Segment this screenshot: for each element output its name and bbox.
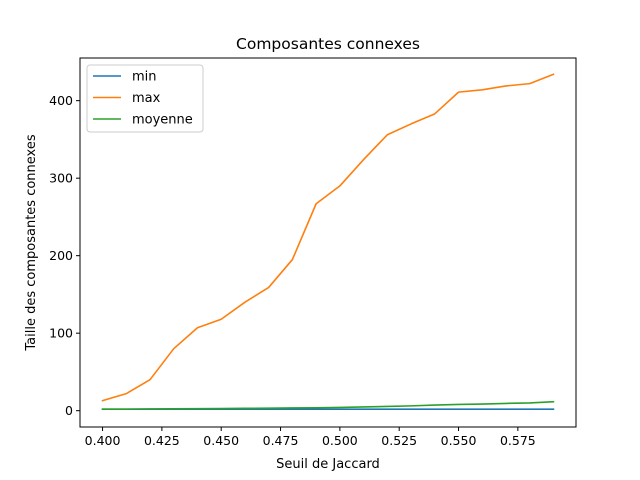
x-tick-label: 0.500 (322, 433, 358, 448)
x-tick-label: 0.450 (203, 433, 239, 448)
y-tick-label: 0 (65, 403, 73, 418)
legend-label-max: max (132, 91, 161, 106)
legend-label-min: min (132, 70, 157, 85)
y-tick-label: 400 (49, 93, 73, 108)
x-axis-label: Seuil de Jaccard (276, 457, 380, 472)
legend-label-moyenne: moyenne (132, 113, 193, 128)
x-tick-label: 0.575 (500, 433, 536, 448)
legend: min max moyenne (86, 64, 204, 133)
y-tick-label: 100 (49, 326, 73, 341)
y-axis-label: Taille des composantes connexes (24, 134, 39, 351)
y-tick-label: 200 (49, 248, 73, 263)
x-tick-label: 0.525 (381, 433, 417, 448)
x-tick-label: 0.475 (263, 433, 299, 448)
x-axis: 0.400 0.425 0.450 0.475 0.500 0.525 0.550 0.575 (85, 427, 536, 448)
legend-box (86, 64, 204, 133)
x-tick-label: 0.400 (85, 433, 121, 448)
y-axis: 0 100 200 300 400 (49, 93, 80, 418)
series-layer (101, 73, 555, 410)
chart-title: Composantes connexes (236, 35, 420, 53)
x-tick-label: 0.550 (441, 433, 477, 448)
plot-frame (79, 57, 577, 428)
y-tick-label: 300 (49, 171, 73, 186)
series-line-moyenne (101, 400, 555, 410)
series-line-max (101, 73, 555, 402)
x-tick-label: 0.425 (144, 433, 180, 448)
